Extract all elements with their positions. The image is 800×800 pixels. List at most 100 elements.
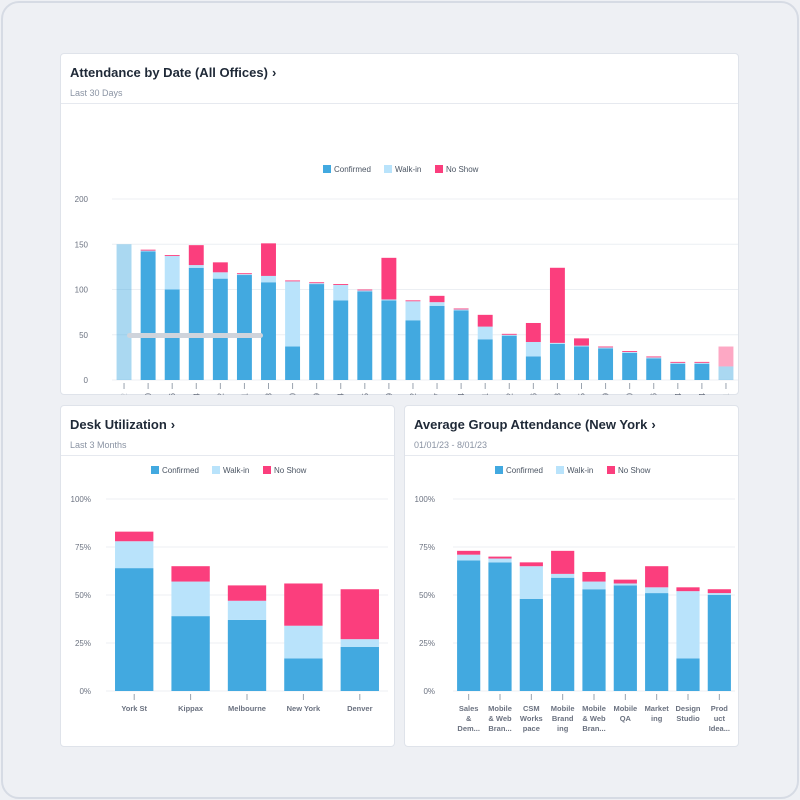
bar-walkin[interactable]: [405, 301, 421, 321]
bar-noshow[interactable]: [140, 249, 156, 251]
bar-confirmed[interactable]: [645, 593, 669, 691]
bar-noshow[interactable]: [574, 338, 589, 346]
bar-walkin[interactable]: [140, 250, 156, 252]
bar-walkin[interactable]: [613, 583, 637, 586]
bar-walkin[interactable]: [525, 341, 541, 357]
bar-walkin[interactable]: [551, 573, 575, 578]
bar-noshow[interactable]: [453, 308, 469, 310]
bar-walkin[interactable]: [212, 272, 228, 279]
bar-walkin[interactable]: [227, 600, 267, 620]
bar-confirmed[interactable]: [453, 310, 469, 380]
bar-confirmed[interactable]: [188, 267, 204, 380]
bar-walkin[interactable]: [477, 326, 493, 340]
bar-noshow[interactable]: [477, 314, 493, 327]
bar-walkin[interactable]: [429, 302, 445, 306]
bar-confirmed[interactable]: [236, 275, 252, 380]
bar-noshow[interactable]: [212, 262, 228, 273]
bar-noshow[interactable]: [549, 267, 565, 343]
bar-confirmed[interactable]: [574, 346, 589, 380]
bar-walkin[interactable]: [622, 351, 638, 353]
bar-confirmed[interactable]: [116, 244, 132, 380]
bar-walkin[interactable]: [188, 265, 204, 268]
bar-noshow[interactable]: [340, 589, 379, 640]
bar-noshow[interactable]: [227, 585, 267, 601]
bar-noshow[interactable]: [613, 579, 637, 584]
bar-noshow[interactable]: [333, 284, 349, 285]
bar-confirmed[interactable]: [405, 320, 421, 380]
bar-noshow[interactable]: [670, 361, 686, 363]
bar-noshow[interactable]: [429, 295, 445, 303]
bar-walkin[interactable]: [236, 274, 252, 276]
bar-confirmed[interactable]: [519, 598, 543, 691]
bar-noshow[interactable]: [488, 556, 512, 559]
bar-walkin[interactable]: [582, 581, 606, 590]
bar-confirmed[interactable]: [582, 589, 606, 691]
bar-confirmed[interactable]: [115, 568, 154, 691]
bar-confirmed[interactable]: [340, 646, 379, 691]
bar-walkin[interactable]: [646, 357, 662, 359]
bar-confirmed[interactable]: [598, 348, 614, 380]
bar-noshow[interactable]: [171, 566, 210, 582]
bar-walkin[interactable]: [519, 566, 543, 599]
bar-walkin[interactable]: [309, 283, 325, 285]
bar-walkin[interactable]: [164, 256, 180, 290]
bar-walkin[interactable]: [457, 554, 481, 561]
bar-noshow[interactable]: [357, 289, 373, 291]
bar-noshow[interactable]: [284, 583, 323, 626]
bar-confirmed[interactable]: [309, 284, 325, 380]
bar-walkin[interactable]: [676, 591, 700, 659]
bar-confirmed[interactable]: [613, 585, 637, 691]
bar-confirmed[interactable]: [694, 363, 710, 380]
bar-walkin[interactable]: [694, 362, 710, 364]
bar-confirmed[interactable]: [357, 291, 373, 380]
bar-confirmed[interactable]: [670, 363, 686, 380]
chevron-right-icon[interactable]: ›: [651, 417, 656, 432]
bar-confirmed[interactable]: [429, 305, 445, 380]
bar-noshow[interactable]: [285, 280, 301, 282]
bar-noshow[interactable]: [405, 300, 421, 302]
bar-noshow[interactable]: [582, 571, 606, 582]
bar-confirmed[interactable]: [501, 335, 517, 380]
bar-noshow[interactable]: [457, 550, 481, 555]
bar-noshow[interactable]: [188, 245, 204, 266]
bar-confirmed[interactable]: [549, 343, 565, 380]
bar-confirmed[interactable]: [622, 352, 638, 380]
bar-confirmed[interactable]: [333, 300, 349, 380]
bar-walkin[interactable]: [261, 275, 276, 283]
bar-walkin[interactable]: [333, 284, 349, 301]
bar-confirmed[interactable]: [381, 300, 397, 380]
bar-noshow[interactable]: [622, 351, 638, 352]
bar-noshow[interactable]: [519, 562, 543, 567]
bar-walkin[interactable]: [501, 334, 517, 336]
bar-confirmed[interactable]: [488, 562, 512, 691]
bar-noshow[interactable]: [236, 273, 252, 275]
bar-confirmed[interactable]: [676, 658, 700, 691]
bar-walkin[interactable]: [549, 342, 565, 344]
bar-confirmed[interactable]: [707, 595, 731, 691]
bar-confirmed[interactable]: [285, 346, 301, 380]
bar-noshow[interactable]: [115, 531, 154, 542]
bar-confirmed[interactable]: [261, 282, 276, 380]
bar-noshow[interactable]: [718, 346, 734, 367]
bar-noshow[interactable]: [164, 255, 180, 257]
bar-noshow[interactable]: [501, 333, 517, 335]
bar-walkin[interactable]: [707, 593, 731, 595]
bar-noshow[interactable]: [381, 257, 397, 300]
bar-confirmed[interactable]: [551, 577, 575, 691]
bar-walkin[interactable]: [340, 639, 379, 647]
bar-noshow[interactable]: [676, 587, 700, 592]
bar-confirmed[interactable]: [525, 356, 541, 380]
bar-noshow[interactable]: [525, 322, 541, 342]
bar-noshow[interactable]: [694, 361, 710, 363]
chevron-right-icon[interactable]: ›: [170, 417, 176, 432]
bar-confirmed[interactable]: [227, 619, 267, 691]
bar-noshow[interactable]: [261, 243, 276, 276]
bar-confirmed[interactable]: [171, 616, 210, 691]
bar-noshow[interactable]: [551, 550, 575, 574]
bar-confirmed[interactable]: [212, 278, 228, 380]
bar-noshow[interactable]: [309, 282, 325, 284]
bar-confirmed[interactable]: [457, 560, 481, 691]
bar-confirmed[interactable]: [718, 366, 734, 380]
bar-noshow[interactable]: [707, 589, 731, 594]
bar-confirmed[interactable]: [140, 251, 156, 380]
